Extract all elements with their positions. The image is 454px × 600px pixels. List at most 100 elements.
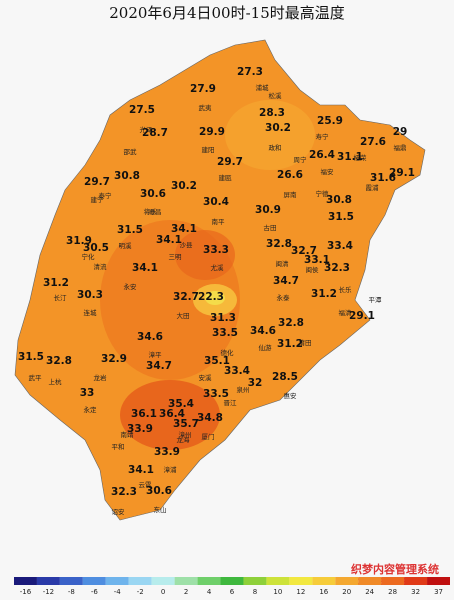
legend-swatch — [220, 577, 244, 585]
temperature-label: 35.7 — [173, 418, 199, 430]
legend-swatch — [266, 577, 290, 585]
temperature-label: 34.1 — [132, 262, 158, 274]
legend-swatch — [404, 577, 428, 585]
place-label: 武夷 — [199, 103, 213, 112]
temperature-label: 31.3 — [210, 312, 236, 324]
temperature-label: 32.8 — [278, 317, 304, 329]
temperature-label: 29.1 — [349, 310, 375, 322]
place-label: 闽清 — [276, 259, 290, 268]
temperature-label: 30.5 — [83, 242, 109, 254]
temperature-label: 33.5 — [203, 388, 229, 400]
temperature-label: 33 — [80, 387, 95, 399]
place-label: 清流 — [94, 262, 108, 271]
place-label: 霞浦 — [366, 183, 380, 192]
cool-zone — [225, 100, 315, 170]
cool-zone — [205, 291, 225, 305]
place-label: 安溪 — [199, 373, 213, 382]
legend-swatch — [243, 577, 267, 585]
temperature-label: 27.3 — [237, 66, 263, 78]
legend-label: -16 — [20, 588, 32, 596]
place-label: 建宁 — [91, 195, 105, 204]
legend-label: -12 — [43, 588, 54, 596]
temperature-label: 34.7 — [273, 275, 299, 287]
legend-label: 8 — [253, 588, 257, 596]
legend-swatch — [358, 577, 382, 585]
place-label: 邵武 — [124, 147, 138, 156]
place-label: 古田 — [264, 223, 277, 232]
place-label: 南平 — [212, 217, 226, 226]
place-label: 宁德 — [316, 189, 330, 198]
place-label: 闽侯 — [306, 265, 320, 274]
watermark: 织梦内容管理系统 — [351, 562, 439, 576]
temperature-label: 34.8 — [197, 412, 223, 424]
legend-label: -4 — [114, 588, 122, 596]
temperature-label: 33.9 — [154, 446, 180, 458]
legend-label: 4 — [207, 588, 212, 596]
temperature-label: 30.3 — [77, 289, 103, 301]
place-label: 三明 — [169, 253, 183, 261]
hot-zone — [120, 380, 220, 450]
temperature-label: 29.7 — [217, 156, 243, 168]
temperature-label: 33.9 — [127, 423, 153, 435]
place-label: 建瓯 — [219, 173, 233, 182]
legend-label: 10 — [273, 588, 282, 596]
place-label: 大田 — [177, 311, 190, 320]
legend-label: 6 — [230, 588, 235, 596]
temperature-label: 26.6 — [277, 169, 303, 181]
temperature-label: 32.3 — [111, 486, 137, 498]
place-label: 泰宁 — [99, 191, 113, 200]
temperature-label: 28.7 — [142, 127, 168, 139]
place-label: 福鼎 — [394, 143, 407, 152]
legend-label: 0 — [161, 588, 165, 596]
legend-swatch — [289, 577, 313, 585]
legend-label: -6 — [91, 588, 99, 596]
place-label: 福清 — [339, 308, 353, 317]
temperature-label: 32.8 — [266, 238, 292, 250]
place-label: 永泰 — [277, 293, 291, 302]
legend-label: 32 — [411, 588, 420, 596]
temperature-label: 31.5 — [117, 224, 143, 236]
temperature-label: 31.2 — [311, 288, 337, 300]
temperature-label: 31.2 — [43, 277, 69, 289]
place-label: 尤溪 — [211, 263, 225, 272]
temperature-label: 27.5 — [129, 104, 155, 116]
place-label: 平和 — [112, 442, 125, 451]
temperature-label: 25.9 — [317, 115, 343, 127]
temperature-label: 29.7 — [84, 176, 110, 188]
place-label: 德化 — [221, 348, 235, 357]
place-label: 建阳 — [202, 145, 215, 154]
temperature-label: 36.1 — [131, 408, 157, 420]
legend-label: 37 — [434, 588, 443, 596]
temperature-label: 34.6 — [250, 325, 276, 337]
place-label: 龙岩 — [94, 373, 108, 382]
temperature-label: 31.5 — [18, 351, 44, 363]
temperature-label: 35.1 — [204, 355, 230, 367]
place-label: 永安 — [124, 282, 138, 291]
legend-swatch — [427, 577, 450, 585]
temperature-label: 29 — [393, 126, 408, 138]
legend-label: 12 — [296, 588, 305, 596]
legend-label: 28 — [388, 588, 397, 596]
legend-swatch — [14, 577, 37, 585]
place-label: 浦城 — [256, 83, 270, 92]
temperature-label: 35.4 — [168, 398, 194, 410]
place-label: 宁化 — [82, 252, 96, 261]
legend-swatch — [312, 577, 336, 585]
temperature-label: 34.7 — [146, 360, 172, 372]
temperature-label: 31.9 — [66, 235, 92, 247]
temperature-label: 32 — [248, 377, 263, 389]
place-label: 连城 — [84, 308, 98, 317]
temperature-label: 34.6 — [137, 331, 163, 343]
legend-swatch — [36, 577, 60, 585]
place-label: 龙海 — [177, 435, 191, 444]
place-label: 东山 — [154, 505, 167, 514]
legend-swatch — [82, 577, 106, 585]
place-label: 平潭 — [369, 295, 383, 304]
place-label: 惠安 — [284, 391, 298, 400]
legend-label: -8 — [68, 588, 75, 596]
temperature-label: 34.1 — [156, 234, 182, 246]
temperature-label: 30.8 — [326, 194, 352, 206]
place-label: 永定 — [84, 405, 98, 414]
place-label: 长汀 — [54, 293, 68, 302]
